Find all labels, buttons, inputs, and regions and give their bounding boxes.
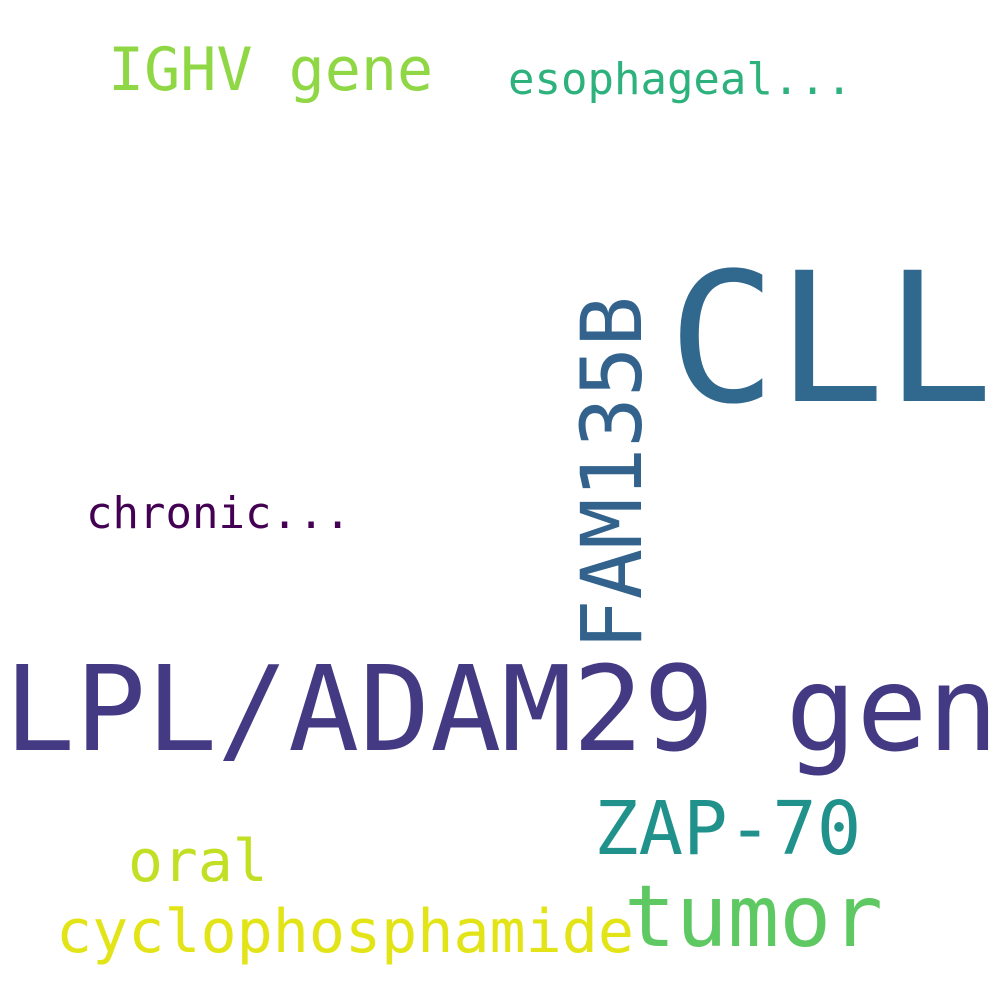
word-cll: CLL [668,235,994,444]
word-cyclophosphamide: cyclophosphamide [56,897,634,967]
word-tumor: tumor [624,867,883,967]
word-ighv-gene: IGHV gene [108,35,434,105]
word-fam135b: FAM135B [563,295,661,650]
word-zap-70: ZAP-70 [594,786,862,872]
word-lpl-adam29-gene: LPL/ADAM29 gene [4,640,1000,778]
word-esophageal: esophageal... [508,54,853,105]
word-oral: oral [128,827,268,895]
word-chronic: chronic... [86,488,351,539]
